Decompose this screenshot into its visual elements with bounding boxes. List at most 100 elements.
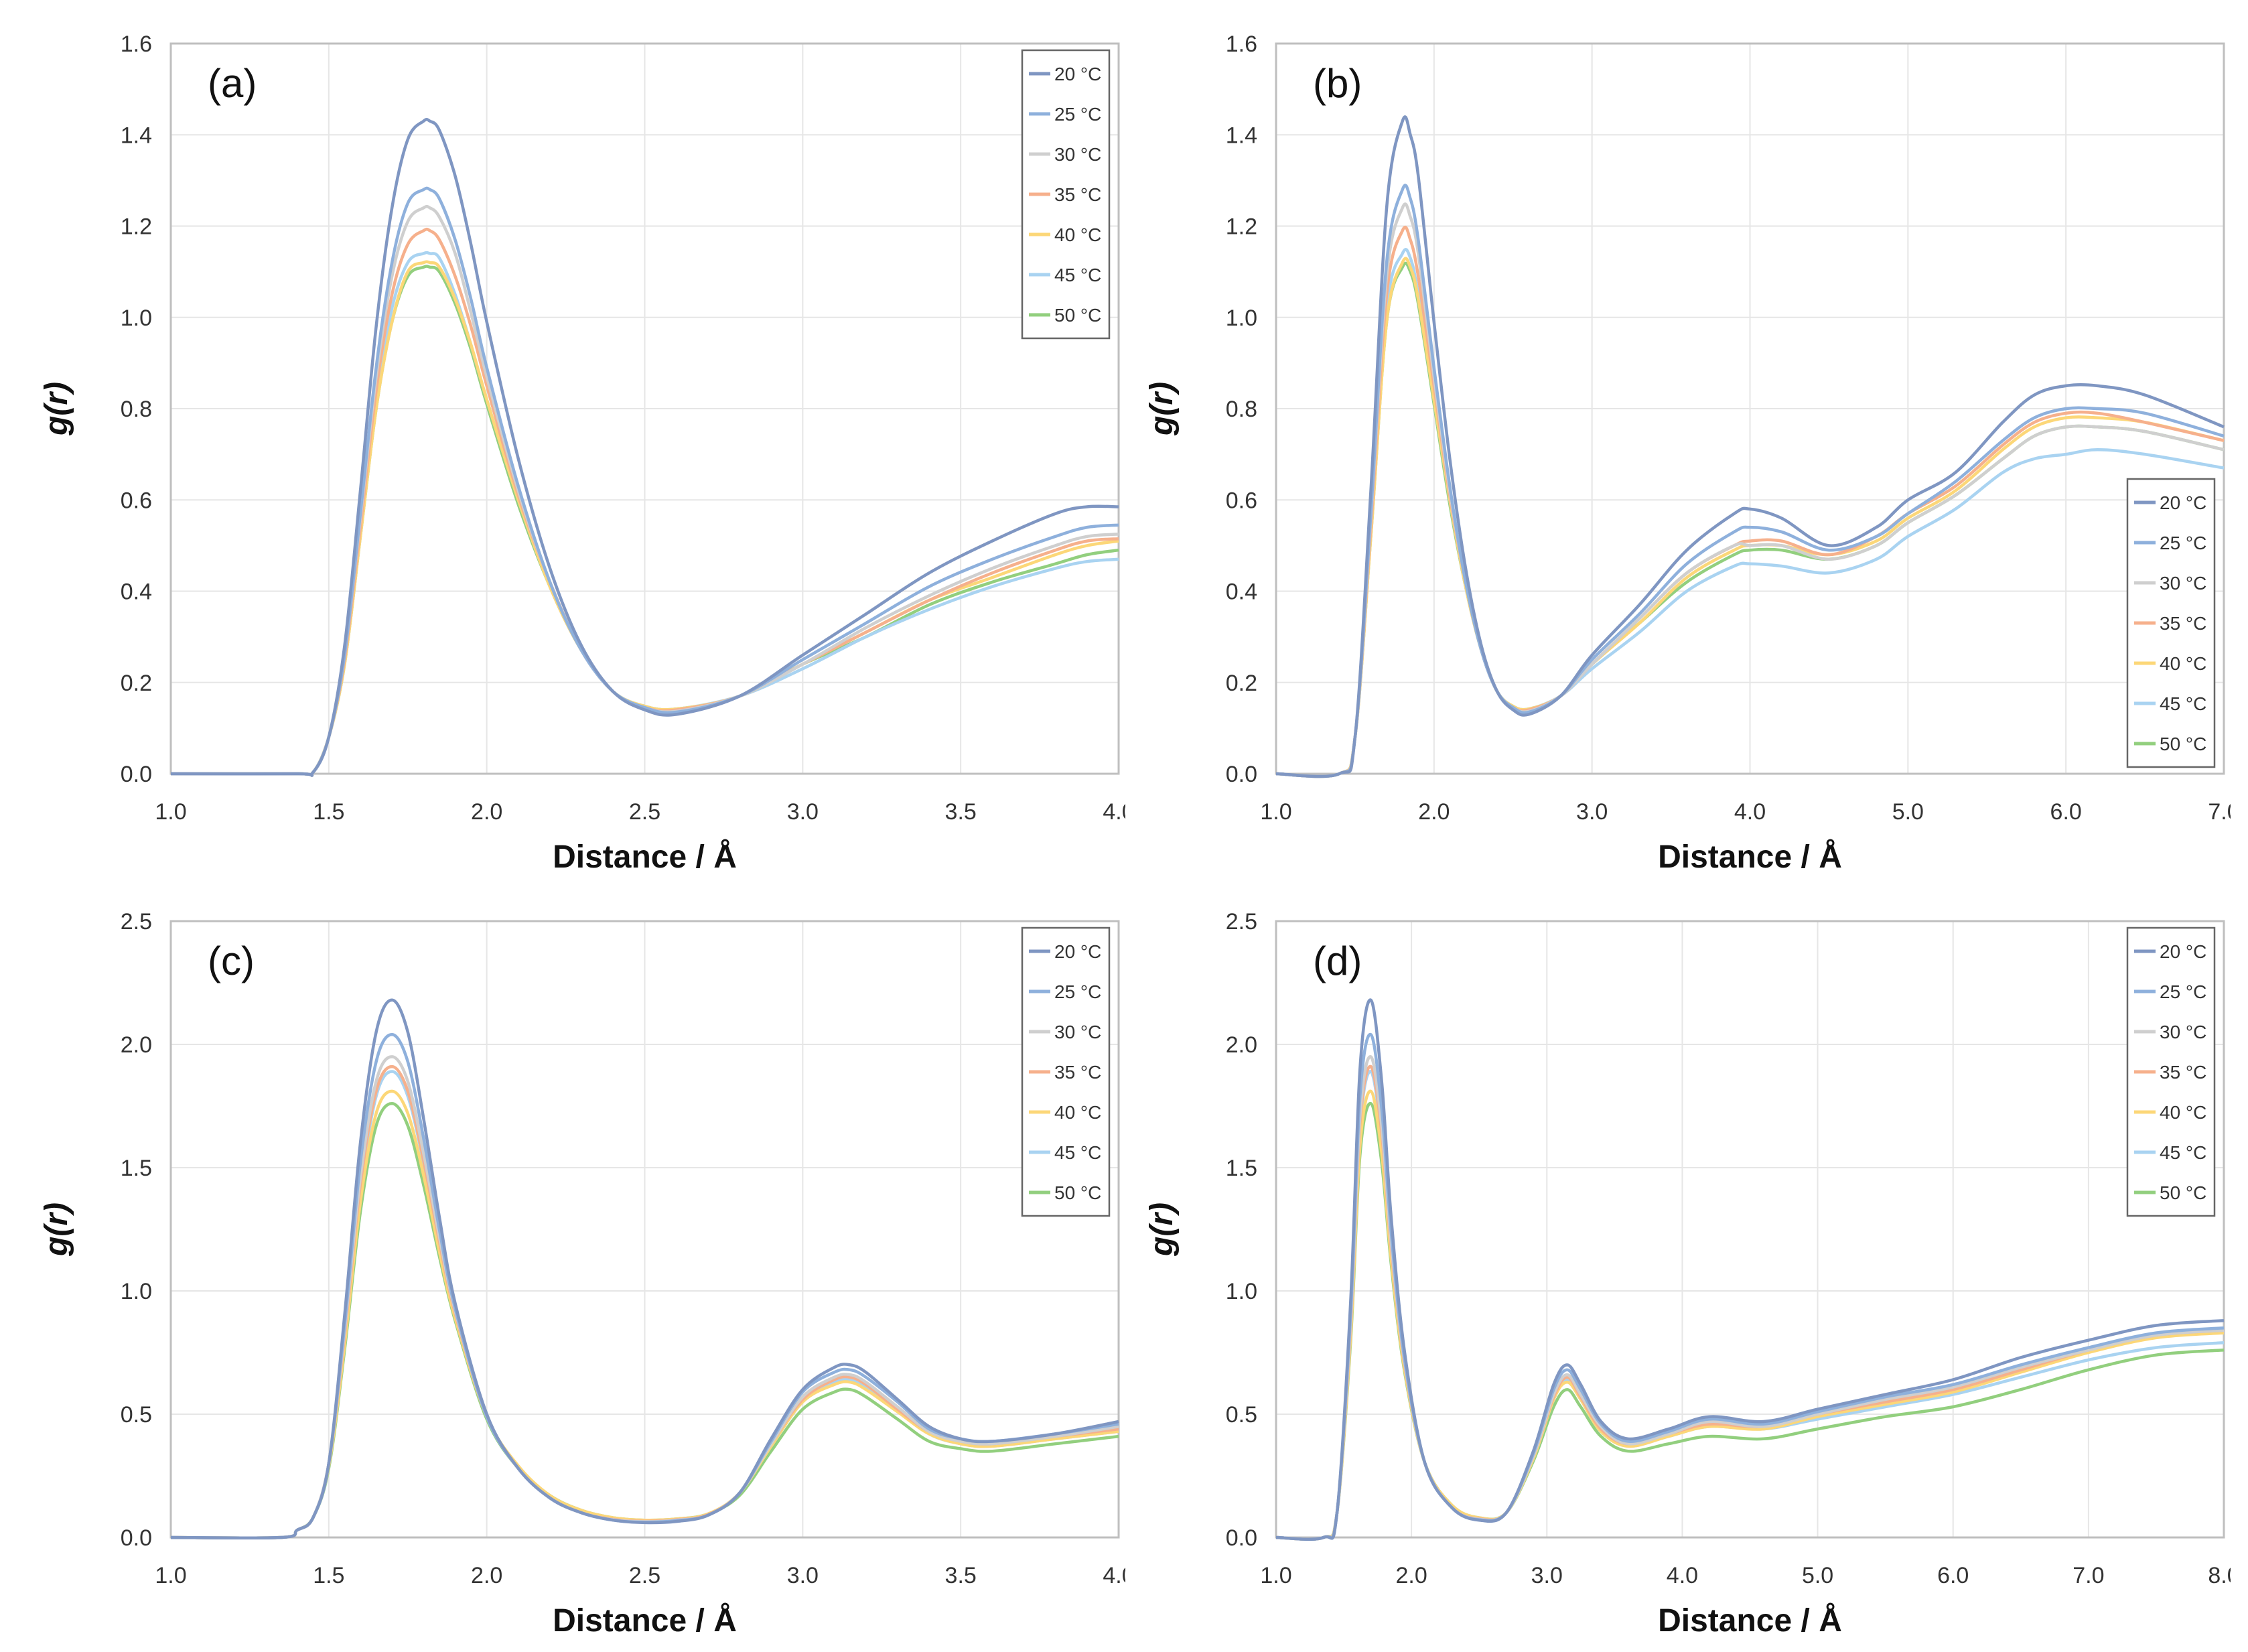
chart-svg-b: 0.0 0.2 0.4 0.6 0.8 1.0 1.2 1.4 1.6 1.0 2.0 3.0 4.0 5… (1144, 31, 2240, 875)
y-tick-label: 1.5 (1226, 1156, 1257, 1181)
x-tick-label: 5.0 (1892, 799, 1924, 825)
y-tick-label: 2.5 (1226, 909, 1257, 935)
plot-area-frame (1275, 920, 2225, 1539)
x-axis-title: Distance / Å (1658, 839, 1842, 875)
legend-entry: 50 °C (1054, 305, 1101, 326)
legend-entry: 25 °C (2160, 981, 2206, 1002)
x-tick-label: 3.5 (945, 1563, 977, 1588)
chart-svg-a: 0.0 0.2 0.4 0.6 0.8 1.0 1.2 1.4 1.6 1.0 1.5 2.0 2.5 3… (39, 31, 1135, 875)
series-line-20c (170, 117, 1119, 777)
x-tick-label: 2.0 (1418, 799, 1450, 825)
x-axis-title: Distance / Å (1658, 1602, 1842, 1639)
x-tick-label: 4.0 (1667, 1563, 1698, 1588)
y-tick-label: 1.6 (121, 31, 152, 57)
legend-entry: 20 °C (1054, 64, 1101, 84)
x-tick-label: 2.0 (471, 1563, 502, 1588)
x-tick-label: 3.5 (945, 799, 977, 825)
legend-entry: 30 °C (1054, 1022, 1101, 1042)
series-line-40c (1275, 1089, 2225, 1541)
y-tick-label: 2.0 (121, 1032, 152, 1058)
chart-panel-a: 0.0 0.2 0.4 0.6 0.8 1.0 1.2 1.4 1.6 1.0 1.5 2.0 2.5 3… (27, 13, 1135, 884)
y-tick-label: 0.0 (121, 1525, 152, 1551)
plot-area-frame (169, 920, 1120, 1539)
x-tick-label: 1.5 (313, 1563, 344, 1588)
x-axis-title: Distance / Å (553, 839, 737, 875)
y-tick-label: 1.0 (121, 1279, 152, 1304)
x-tick-label: 5.0 (1802, 1563, 1833, 1588)
legend-entry: 25 °C (1054, 104, 1101, 125)
x-tick-label: 3.0 (787, 1563, 819, 1588)
series-line-35c (1275, 1064, 2225, 1541)
x-tick-label: 1.0 (1260, 1563, 1291, 1588)
y-tick-label: 1.5 (121, 1156, 152, 1181)
y-tick-label: 0.0 (1226, 762, 1257, 787)
x-tick-label: 7.0 (2073, 1563, 2104, 1588)
y-tick-label: 2.5 (121, 909, 152, 935)
legend-entry: 35 °C (2160, 1062, 2206, 1083)
y-tick-label: 1.0 (1226, 305, 1257, 331)
legend-entry: 20 °C (2160, 492, 2206, 513)
y-tick-label: 0.6 (1226, 488, 1257, 513)
legend-entry: 35 °C (1054, 184, 1101, 205)
legend-entry: 45 °C (2160, 693, 2206, 714)
y-tick-label: 1.2 (121, 214, 152, 240)
x-tick-label: 8.0 (2208, 1563, 2231, 1588)
y-tick-label: 1.4 (1226, 123, 1257, 148)
x-tick-label: 2.5 (629, 799, 660, 825)
y-axis-title: g(r) (39, 382, 74, 436)
chart-panel-b: 0.0 0.2 0.4 0.6 0.8 1.0 1.2 1.4 1.6 1.0 2.0 3.0 4.0 5… (1132, 13, 2240, 884)
legend-entry: 25 °C (1054, 981, 1101, 1002)
legend-entry: 40 °C (2160, 1102, 2206, 1123)
y-tick-label: 0.8 (121, 397, 152, 422)
legend-entry: 35 °C (2160, 613, 2206, 634)
y-tick-label: 1.4 (121, 123, 152, 148)
legend-entry: 45 °C (1054, 1142, 1101, 1163)
chart-svg-d: 0.0 0.5 1.0 1.5 2.0 2.5 1.0 2.0 3.0 4.0 5.0 6.0 7.0 8… (1144, 909, 2240, 1639)
y-axis-title: g(r) (1144, 382, 1180, 436)
panel-label: (a) (208, 61, 257, 106)
legend-entry: 30 °C (1054, 144, 1101, 165)
legend-entry: 30 °C (2160, 1022, 2206, 1042)
y-tick-label: 0.2 (121, 671, 152, 696)
y-axis-title: g(r) (1144, 1202, 1180, 1257)
x-tick-label: 1.5 (313, 799, 344, 825)
y-tick-label: 0.4 (1226, 579, 1257, 605)
series-line-45c (1275, 1070, 2225, 1541)
plot-area-frame (1275, 42, 2225, 775)
series-line-25c (1275, 1032, 2225, 1541)
legend-entry: 40 °C (2160, 653, 2206, 674)
series-line-20c (170, 998, 1119, 1540)
y-tick-label: 0.6 (121, 488, 152, 513)
y-tick-label: 2.0 (1226, 1032, 1257, 1058)
y-tick-label: 0.2 (1226, 671, 1257, 696)
legend-entry: 35 °C (1054, 1062, 1101, 1083)
chart-panel-d: 0.0 0.5 1.0 1.5 2.0 2.5 1.0 2.0 3.0 4.0 5.0 6.0 7.0 8… (1132, 891, 2240, 1648)
y-tick-label: 1.0 (1226, 1279, 1257, 1304)
legend-entry: 50 °C (1054, 1182, 1101, 1203)
y-tick-label: 0.0 (121, 762, 152, 787)
x-tick-label: 4.0 (1734, 799, 1766, 825)
x-tick-label: 3.0 (1576, 799, 1608, 825)
chart-panel-c: 0.0 0.5 1.0 1.5 2.0 2.5 1.0 1.5 2.0 2.5 3.0 3.5 4.0 (… (27, 891, 1135, 1648)
series-line-30c (1275, 1055, 2225, 1541)
x-tick-label: 3.0 (1531, 1563, 1563, 1588)
panel-label: (b) (1313, 61, 1362, 106)
series-line-25c (1275, 184, 2225, 778)
y-tick-label: 0.8 (1226, 397, 1257, 422)
panel-label: (d) (1313, 939, 1362, 983)
legend-entry: 45 °C (1054, 265, 1101, 285)
y-tick-label: 1.0 (121, 305, 152, 331)
chart-svg-c: 0.0 0.5 1.0 1.5 2.0 2.5 1.0 1.5 2.0 2.5 3.0 3.5 4.0 (… (39, 909, 1135, 1639)
legend-entry: 40 °C (1054, 224, 1101, 245)
x-axis-title: Distance / Å (553, 1602, 737, 1639)
legend-entry: 50 °C (2160, 734, 2206, 754)
x-tick-label: 3.0 (787, 799, 819, 825)
x-tick-label: 6.0 (2050, 799, 2082, 825)
y-tick-label: 0.0 (1226, 1525, 1257, 1551)
y-tick-label: 1.6 (1226, 31, 1257, 57)
plot-area-frame (169, 42, 1120, 775)
x-tick-label: 7.0 (2208, 799, 2231, 825)
x-tick-label: 1.0 (155, 1563, 186, 1588)
legend-entry: 50 °C (2160, 1182, 2206, 1203)
legend-entry: 20 °C (1054, 941, 1101, 962)
